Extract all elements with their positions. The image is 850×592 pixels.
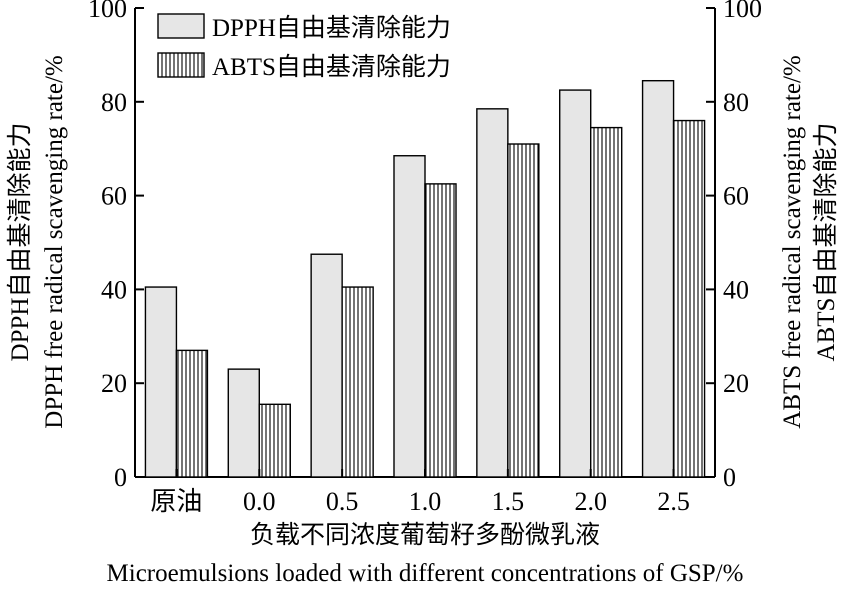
bar-abts-4 (507, 143, 540, 478)
bars (144, 79, 706, 478)
left-tick-label: 80 (101, 88, 127, 117)
x-tick-label: 1.0 (409, 487, 442, 516)
x-tick-label: 2.5 (657, 487, 690, 516)
left-tick-label: 20 (101, 369, 127, 398)
left-tick-label: 60 (101, 182, 127, 211)
bar-dpph-3 (393, 155, 426, 478)
bar-abts-2 (341, 286, 374, 478)
left-tick-label: 40 (101, 275, 127, 304)
bar-abts-3 (424, 183, 457, 478)
bar-dpph-5 (559, 89, 592, 478)
category-labels: 原油 0.0 0.5 1.0 1.5 2.0 2.5 (150, 469, 690, 516)
bar-abts-0 (175, 349, 209, 478)
x-tick-label: 原油 (150, 487, 202, 516)
legend-swatch-abts (157, 52, 205, 78)
left-tick-label: 100 (88, 0, 127, 23)
right-tick-label: 100 (723, 0, 762, 23)
right-y-ticks: 0 20 40 60 80 100 (706, 0, 762, 492)
bar-abts-5 (590, 126, 623, 478)
bar-abts-6 (672, 119, 706, 478)
x-axis-label-en: Microemulsions loaded with different con… (107, 560, 744, 587)
bar-dpph-1 (227, 368, 260, 478)
bar-dpph-0 (144, 286, 178, 478)
bar-dpph-4 (476, 108, 509, 478)
right-tick-label: 60 (723, 182, 749, 211)
y2-axis-label-cn: ABTS自由基清除能力 (812, 123, 840, 362)
right-tick-label: 0 (723, 463, 736, 492)
right-tick-label: 40 (723, 275, 749, 304)
left-tick-label: 0 (114, 463, 127, 492)
right-tick-label: 80 (723, 88, 749, 117)
bar-dpph-2 (310, 253, 343, 478)
legend-swatch-dpph (157, 13, 205, 39)
y-axis-label-en: DPPH free radical scavenging rate/% (41, 55, 68, 428)
y2-axis-label-en: ABTS free radical scavenging rate/% (779, 55, 806, 428)
left-y-ticks: 0 20 40 60 80 100 (88, 0, 144, 492)
legend: DPPH自由基清除能力 ABTS自由基清除能力 (157, 13, 451, 81)
y-axis-label-cn: DPPH自由基清除能力 (6, 123, 34, 362)
bar-abts-1 (258, 403, 291, 478)
x-tick-label: 2.0 (574, 487, 607, 516)
legend-label-abts: ABTS自由基清除能力 (212, 53, 451, 81)
x-tick-label: 0.0 (243, 487, 276, 516)
bar-dpph-6 (641, 79, 675, 478)
legend-label-dpph: DPPH自由基清除能力 (212, 14, 451, 42)
x-tick-label: 0.5 (326, 487, 359, 516)
x-tick-label: 1.5 (492, 487, 525, 516)
x-axis-label-cn: 负载不同浓度葡萄籽多酚微乳液 (250, 521, 600, 549)
right-tick-label: 20 (723, 369, 749, 398)
